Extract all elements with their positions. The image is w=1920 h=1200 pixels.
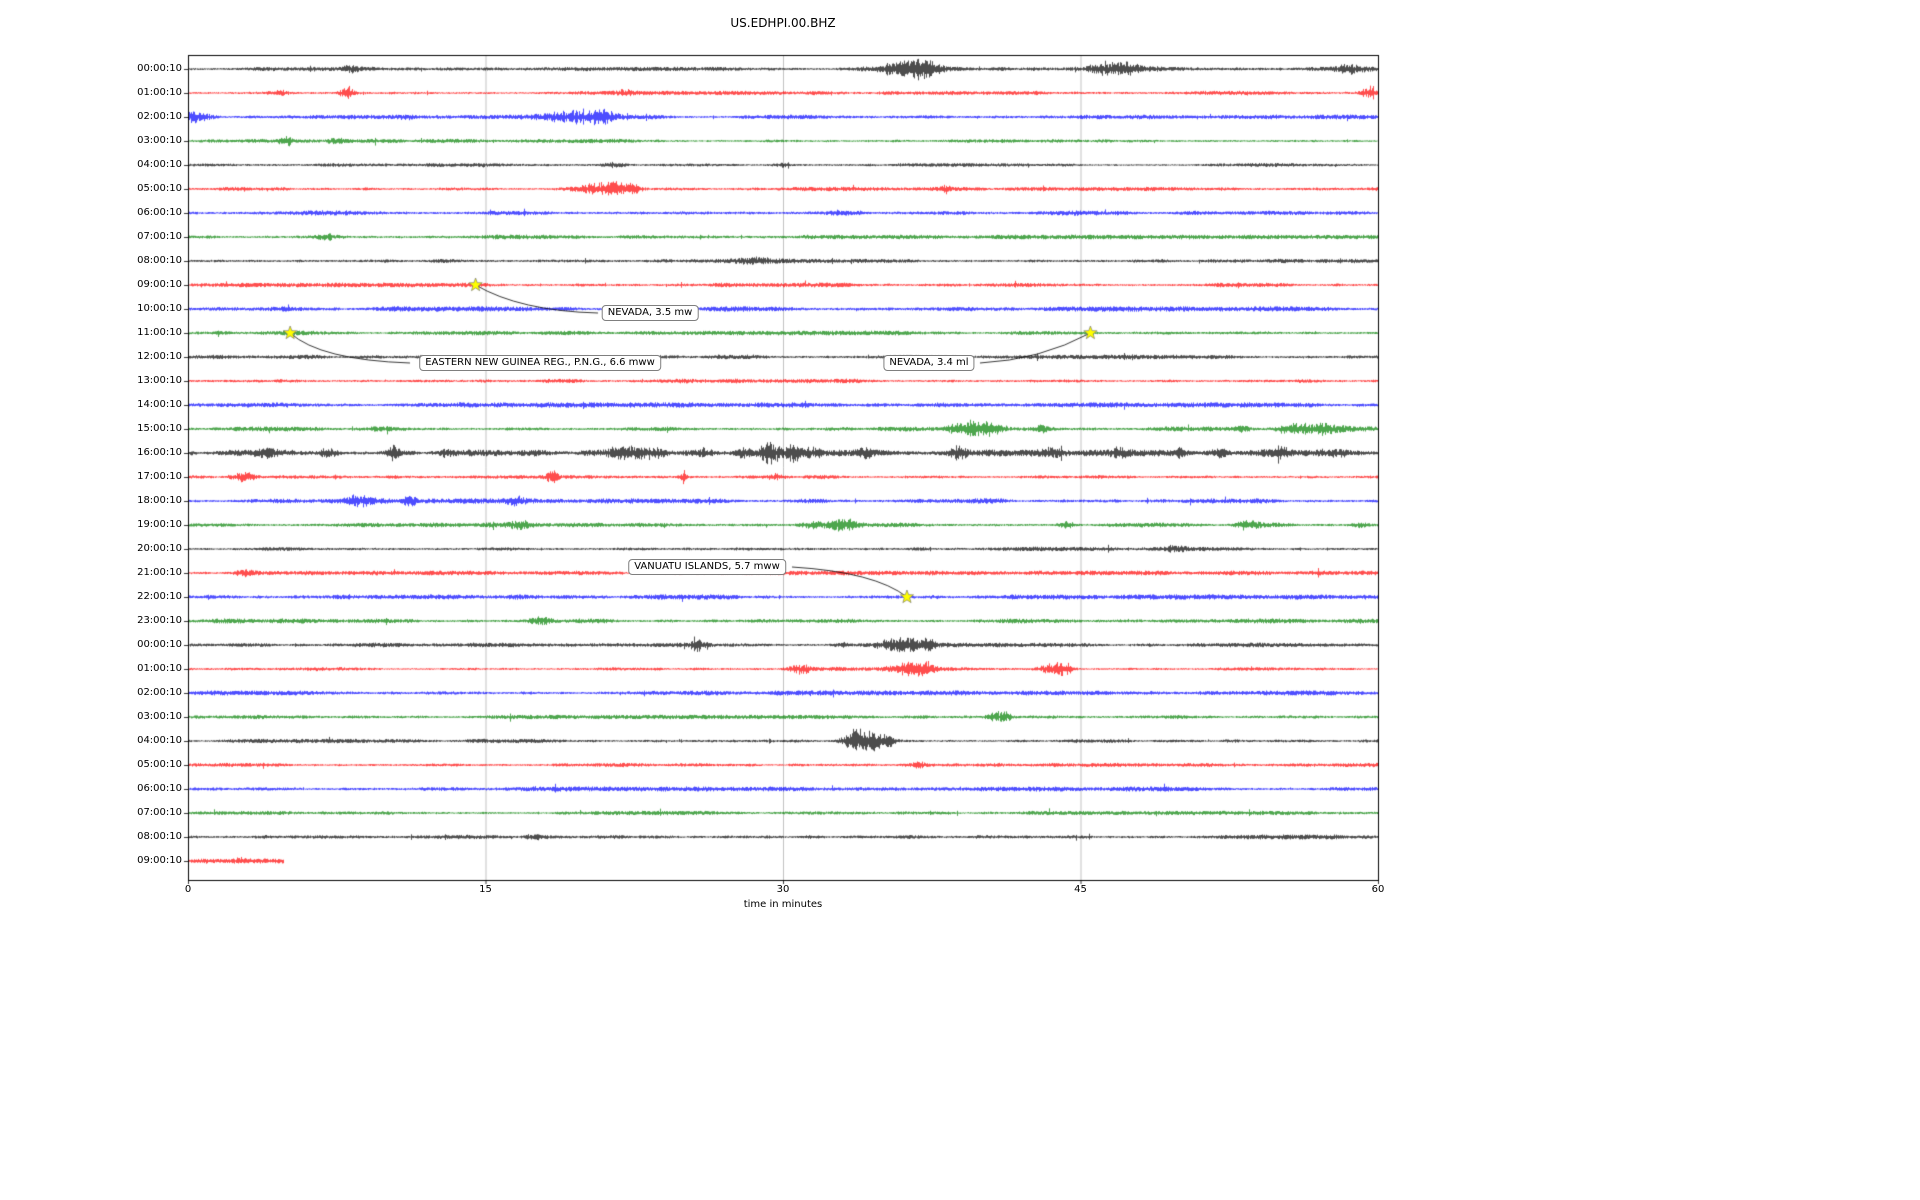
event-label: NEVADA, 3.4 ml [883, 355, 975, 371]
y-tick-label: 18:00:10 [137, 495, 182, 506]
y-tick-label: 10:00:10 [137, 303, 182, 314]
y-tick-label: 07:00:10 [137, 231, 182, 242]
x-axis-title: time in minutes [743, 899, 823, 910]
y-tick-label: 17:00:10 [137, 471, 182, 482]
y-tick-label: 11:00:10 [137, 327, 182, 338]
y-tick-label: 04:00:10 [137, 159, 182, 170]
y-tick-label: 01:00:10 [137, 663, 182, 674]
y-tick-label: 19:00:10 [137, 519, 182, 530]
y-tick-label: 05:00:10 [137, 183, 182, 194]
event-label: VANUATU ISLANDS, 5.7 mww [628, 559, 786, 575]
y-tick-label: 07:00:10 [137, 807, 182, 818]
y-tick-label: 20:00:10 [137, 543, 182, 554]
y-tick-label: 03:00:10 [137, 711, 182, 722]
y-tick-label: 09:00:10 [137, 279, 182, 290]
y-tick-label: 02:00:10 [137, 111, 182, 122]
y-tick-label: 08:00:10 [137, 255, 182, 266]
y-tick-label: 12:00:10 [137, 351, 182, 362]
y-tick-label: 08:00:10 [137, 831, 182, 842]
y-tick-label: 00:00:10 [137, 639, 182, 650]
y-tick-label: 09:00:10 [137, 855, 182, 866]
y-tick-label: 03:00:10 [137, 135, 182, 146]
y-tick-label: 00:00:10 [137, 63, 182, 74]
y-tick-label: 14:00:10 [137, 399, 182, 410]
x-tick-label: 45 [1074, 884, 1087, 895]
x-tick-label: 0 [184, 884, 192, 895]
x-tick-label: 15 [479, 884, 492, 895]
y-tick-label: 13:00:10 [137, 375, 182, 386]
y-tick-label: 06:00:10 [137, 783, 182, 794]
y-tick-label: 05:00:10 [137, 759, 182, 770]
y-tick-label: 06:00:10 [137, 207, 182, 218]
event-label: EASTERN NEW GUINEA REG., P.N.G., 6.6 mww [419, 355, 661, 371]
x-tick-label: 60 [1371, 884, 1385, 895]
y-tick-label: 16:00:10 [137, 447, 182, 458]
x-tick-label: 30 [776, 884, 790, 895]
y-tick-label: 21:00:10 [137, 567, 182, 578]
y-tick-label: 02:00:10 [137, 687, 182, 698]
y-tick-label: 04:00:10 [137, 735, 182, 746]
y-tick-label: 23:00:10 [137, 615, 182, 626]
y-tick-label: 15:00:10 [137, 423, 182, 434]
chart-title: US.EDHPI.00.BHZ [730, 16, 836, 30]
y-tick-label: 22:00:10 [137, 591, 182, 602]
event-label: NEVADA, 3.5 mw [601, 305, 699, 321]
y-tick-label: 01:00:10 [137, 87, 182, 98]
